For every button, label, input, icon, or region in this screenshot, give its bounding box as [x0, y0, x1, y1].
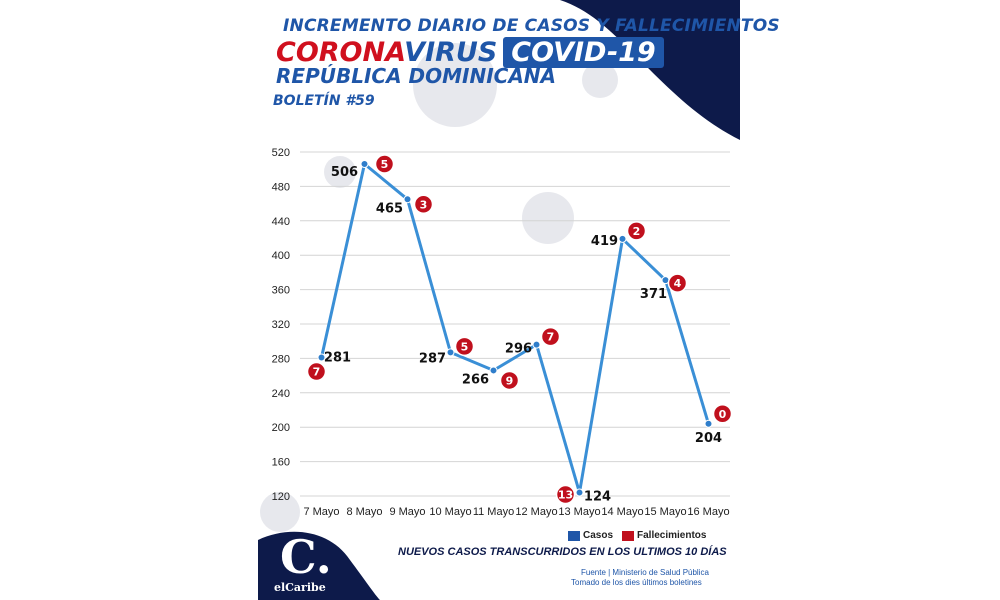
case-value-label: 465	[376, 201, 403, 216]
y-tick-label: 320	[272, 319, 290, 331]
chart-grid	[300, 151, 730, 497]
x-tick-label: 11 Mayo	[473, 506, 514, 518]
death-badge	[374, 154, 395, 174]
navy-wave-bottom-left	[258, 531, 380, 600]
death-value-label: 0	[719, 408, 727, 421]
chart-title-brand: CORONAVIRUS COVID-19	[276, 37, 664, 68]
legend-item-deaths: Fallecimientos	[622, 530, 706, 541]
death-value-label: 3	[420, 198, 428, 211]
y-tick-label: 280	[272, 353, 290, 365]
death-value-label: 2	[633, 225, 641, 238]
death-value-label: 7	[547, 331, 555, 344]
legend-item-cases: Casos	[568, 530, 613, 541]
title-corona: CORONA	[276, 37, 405, 68]
source-note: Fuente | Ministerio de Salud Pública	[581, 568, 709, 577]
legend-label-cases: Casos	[583, 530, 614, 541]
case-point	[532, 340, 541, 349]
source-note-detail: Tomado de los dies últimos boletines	[571, 578, 702, 587]
title-virus: VIRUS	[404, 37, 498, 68]
case-point	[317, 353, 326, 362]
death-value-label: 4	[674, 277, 682, 290]
navy-wave-top-right	[560, 0, 740, 140]
virus-decoration-icon	[260, 43, 618, 532]
case-point	[360, 160, 369, 169]
death-badge	[499, 370, 520, 391]
case-value-label: 266	[462, 372, 489, 387]
case-point	[489, 366, 498, 375]
title-covid-badge: COVID-19	[503, 37, 664, 68]
x-tick-label: 10 Mayo	[429, 506, 471, 518]
case-value-label: 296	[505, 342, 532, 357]
logo-letter: C.	[280, 530, 332, 584]
logo-wordmark: elCaribe	[274, 581, 326, 594]
x-tick-label: 8 Mayo	[346, 506, 382, 518]
legend-label-deaths: Fallecimientos	[637, 530, 707, 541]
case-point	[618, 234, 627, 243]
x-tick-label: 14 Mayo	[601, 506, 643, 518]
case-value-label: 419	[591, 234, 618, 249]
cases-data-labels: 281 506 465 287 266 296 124 419 371 204	[324, 165, 722, 505]
death-badge	[413, 194, 434, 215]
y-tick-label: 120	[272, 491, 290, 503]
y-tick-label: 480	[272, 181, 290, 193]
cases-series-line	[320, 162, 710, 495]
case-point	[403, 195, 412, 204]
death-value-label: 5	[461, 340, 469, 353]
case-value-label: 506	[331, 165, 358, 180]
death-badge	[712, 404, 733, 424]
death-badge	[454, 336, 475, 357]
elcaribe-logo: C. elCaribe	[262, 533, 332, 597]
x-tick-label: 12 Mayo	[515, 506, 557, 518]
x-tick-label: 16 Mayo	[687, 506, 729, 518]
chart-title-country: REPÚBLICA DOMINICANA	[276, 64, 557, 88]
case-point	[704, 419, 713, 428]
chart-title: INCREMENTO DIARIO DE CASOS Y FALLECIMIEN…	[283, 16, 780, 36]
death-badge	[540, 326, 561, 347]
death-badge	[306, 361, 327, 382]
x-tick-label: 13 Mayo	[558, 506, 600, 518]
y-tick-label: 520	[272, 147, 290, 159]
y-axis: 120 160 200 240 280 320 360 400 440 480 520	[272, 147, 290, 503]
death-badge	[626, 221, 647, 241]
y-tick-label: 160	[272, 457, 290, 469]
y-tick-label: 440	[272, 216, 290, 228]
x-tick-label: 7 Mayo	[303, 506, 339, 518]
case-value-label: 204	[695, 431, 722, 446]
death-value-label: 9	[506, 374, 514, 387]
case-point	[575, 488, 584, 497]
case-value-label: 281	[324, 351, 351, 366]
death-badge	[667, 273, 688, 293]
death-value-label: 7	[313, 366, 321, 379]
death-value-label: 13	[558, 489, 573, 502]
y-tick-label: 400	[272, 250, 290, 262]
chart-subtitle: NUEVOS CASOS TRANSCURRIDOS EN LOS ULTIMO…	[398, 546, 727, 558]
death-value-label: 5	[381, 158, 389, 171]
death-badge	[555, 484, 576, 505]
x-tick-label: 15 Mayo	[644, 506, 686, 518]
case-value-label: 287	[419, 351, 446, 366]
bulletin-number: BOLETÍN #59	[273, 93, 375, 109]
y-tick-label: 360	[272, 285, 290, 297]
legend-swatch-cases	[568, 530, 580, 541]
x-tick-label: 9 Mayo	[389, 506, 425, 518]
deaths-series-badges: 7 5 3 5 9 7 13 2 4 0	[306, 154, 733, 505]
legend-swatch-deaths	[622, 530, 634, 541]
x-axis: 7 Mayo 8 Mayo 9 Mayo 10 Mayo 11 Mayo 12 Mayo 1…	[303, 506, 729, 518]
y-tick-label: 240	[272, 388, 290, 400]
case-value-label: 124	[584, 490, 611, 505]
case-value-label: 371	[640, 287, 667, 302]
y-tick-label: 200	[272, 422, 290, 434]
case-point	[446, 348, 455, 357]
